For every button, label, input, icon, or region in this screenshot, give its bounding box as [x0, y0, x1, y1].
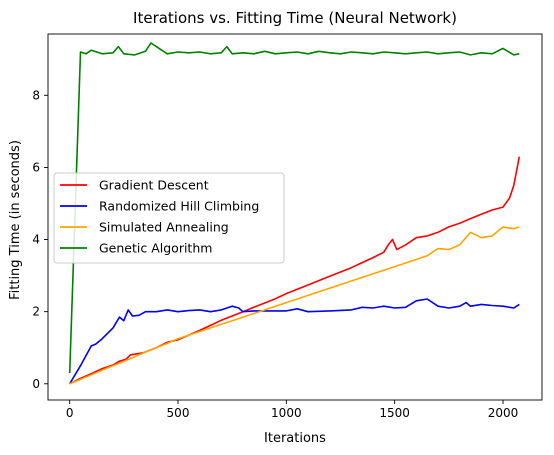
- legend: Gradient Descent Randomized Hill Climbing…: [53, 172, 285, 264]
- x-tick-label: 1000: [271, 406, 302, 420]
- chart-title: Iterations vs. Fitting Time (Neural Netw…: [133, 9, 457, 27]
- x-tick-label: 2000: [488, 406, 519, 420]
- axes-frame: [47, 33, 543, 401]
- y-tick-label: 4: [32, 233, 40, 247]
- y-tick-label: 0: [32, 377, 40, 391]
- x-tick-label: 1500: [379, 406, 410, 420]
- y-tick-label: 2: [32, 305, 40, 319]
- legend-label: Simulated Annealing: [99, 220, 229, 235]
- y-axis-label: Fitting Time (in seconds): [8, 140, 23, 300]
- series-line-genetic-algorithm: [68, 42, 520, 374]
- series-line-gradient-descent: [69, 156, 521, 385]
- legend-label: Randomized Hill Climbing: [99, 199, 259, 214]
- x-axis-label: Iterations: [264, 431, 326, 446]
- x-tick-label: 0: [66, 406, 74, 420]
- axes-layer: 0 500 1000 1500 2000 0 2 4 6 8: [32, 33, 543, 420]
- y-tick-label: 6: [32, 160, 40, 174]
- x-tick-label: 500: [167, 406, 190, 420]
- legend-label: Genetic Algorithm: [99, 241, 212, 256]
- legend-label: Gradient Descent: [99, 178, 209, 193]
- series-layer: [68, 42, 521, 385]
- legend-box: [53, 172, 285, 264]
- series-line-simulated-annealing: [69, 226, 520, 385]
- y-tick-label: 8: [32, 88, 40, 102]
